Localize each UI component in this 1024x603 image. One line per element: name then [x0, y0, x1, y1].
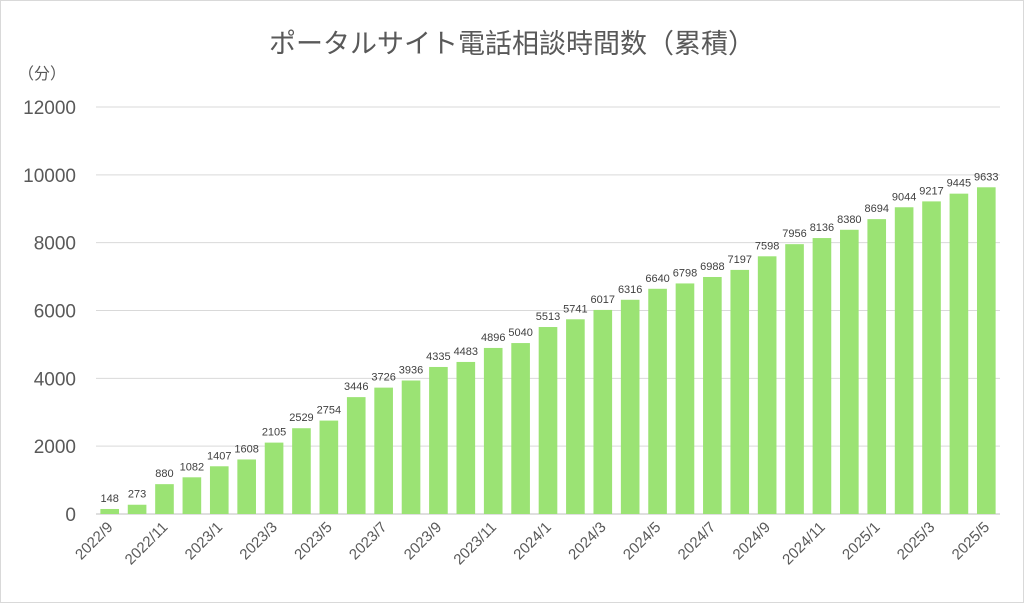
bar — [730, 269, 750, 514]
data-label: 9217 — [919, 185, 943, 197]
data-label: 2105 — [262, 427, 286, 439]
bar — [401, 380, 421, 514]
data-label: 2754 — [317, 405, 341, 417]
bar — [155, 484, 174, 514]
bar — [182, 477, 202, 514]
x-tick-label: 2024/3 — [565, 519, 609, 563]
bar — [429, 366, 448, 514]
data-label: 8136 — [810, 222, 834, 234]
bar — [237, 459, 256, 514]
data-label: 5040 — [508, 327, 532, 339]
y-tick-label: 8000 — [34, 234, 76, 255]
x-tick-label: 2025/3 — [894, 519, 938, 563]
bar — [976, 187, 996, 514]
data-label: 6988 — [700, 261, 724, 273]
x-tick-label: 2023/11 — [450, 519, 500, 569]
y-tick-label: 2000 — [34, 437, 76, 458]
x-tick-label: 2025/1 — [839, 519, 883, 563]
bar — [538, 327, 558, 514]
bar — [648, 288, 667, 514]
bar — [894, 207, 914, 514]
data-label: 880 — [155, 468, 173, 480]
bar — [209, 466, 229, 514]
data-label: 6640 — [645, 273, 669, 285]
x-tick-label: 2024/11 — [779, 519, 829, 569]
bar — [757, 256, 777, 514]
x-tick-label: 2024/5 — [620, 519, 664, 563]
y-tick-label: 0 — [65, 505, 76, 526]
x-tick-label: 2023/5 — [291, 519, 335, 563]
bar — [100, 508, 120, 514]
x-tick-label: 2022/9 — [72, 519, 116, 563]
data-label: 4335 — [426, 351, 450, 363]
data-label: 5513 — [536, 311, 560, 323]
data-label: 1608 — [234, 443, 258, 455]
bar — [703, 276, 722, 514]
data-label: 8694 — [864, 203, 888, 215]
data-label: 9633 — [974, 171, 998, 183]
bar — [483, 347, 503, 514]
x-tick-label: 2025/5 — [949, 519, 993, 563]
bar — [867, 219, 887, 515]
bar — [566, 319, 585, 514]
bar — [812, 238, 832, 514]
data-label: 5741 — [563, 303, 587, 315]
bar — [922, 201, 941, 514]
data-label: 6316 — [618, 284, 642, 296]
x-tick-label: 2024/1 — [510, 519, 554, 563]
y-tick-label: 4000 — [34, 369, 76, 390]
bar — [127, 504, 147, 514]
data-label: 6017 — [591, 294, 615, 306]
bar — [319, 420, 339, 514]
bar — [456, 361, 476, 514]
data-label: 7956 — [782, 228, 806, 240]
x-tick-label: 2024/7 — [675, 519, 719, 563]
bar — [785, 244, 804, 514]
bar — [374, 387, 393, 514]
data-label: 3726 — [371, 372, 395, 384]
data-label: 9044 — [892, 191, 916, 203]
data-label: 3936 — [399, 365, 423, 377]
data-label: 1082 — [180, 461, 204, 473]
x-tick-label: 2022/11 — [122, 519, 172, 569]
data-label: 2529 — [289, 412, 313, 424]
x-tick-label: 2023/9 — [401, 519, 445, 563]
bar — [840, 229, 859, 515]
x-tick-label: 2023/1 — [182, 519, 226, 563]
y-tick-label: 10000 — [23, 166, 76, 187]
x-tick-label: 2023/7 — [346, 519, 390, 563]
x-tick-label: 2023/3 — [236, 519, 280, 563]
data-label: 9445 — [947, 178, 971, 190]
data-label: 8380 — [837, 214, 861, 226]
data-label: 273 — [128, 489, 146, 501]
data-label: 1407 — [207, 450, 231, 462]
y-tick-label: 12000 — [23, 98, 76, 119]
data-label: 7197 — [728, 254, 752, 266]
data-label: 7598 — [755, 240, 779, 252]
bar — [346, 397, 366, 514]
bar — [949, 193, 969, 514]
bar — [292, 428, 311, 514]
y-tick-label: 6000 — [34, 302, 76, 323]
data-label: 148 — [101, 493, 119, 505]
chart-title: ポータルサイト電話相談時間数（累積） — [269, 29, 755, 60]
bar — [264, 442, 284, 514]
data-label: 4896 — [481, 332, 505, 344]
data-label: 3446 — [344, 381, 368, 393]
y-axis-unit-label: （分） — [18, 64, 67, 83]
bar — [620, 299, 640, 514]
data-label: 4483 — [454, 346, 478, 358]
x-tick-label: 2024/9 — [730, 519, 774, 563]
bar — [593, 309, 613, 514]
bar — [511, 343, 530, 514]
bar — [675, 283, 695, 514]
data-label: 6798 — [673, 267, 697, 279]
